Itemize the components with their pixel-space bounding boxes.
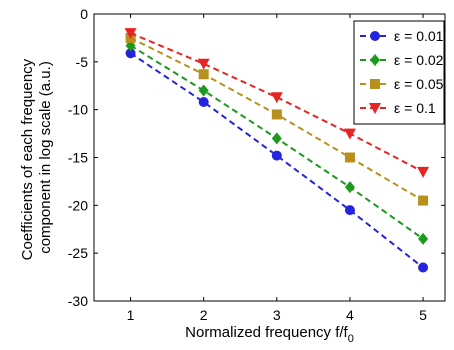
legend-label: ε = 0.02	[394, 52, 444, 68]
data-point	[343, 128, 356, 140]
legend-box	[353, 20, 445, 125]
x-tick-label: 3	[273, 307, 281, 323]
data-point	[271, 132, 282, 145]
legend-marker	[370, 79, 380, 89]
x-tick-label: 5	[419, 307, 427, 323]
data-point	[198, 69, 209, 80]
data-point	[417, 166, 430, 178]
legend-item: ε = 0.01	[360, 28, 444, 44]
legend-marker	[369, 103, 381, 114]
x-tick-label: 2	[200, 307, 208, 323]
ticks-layer: 1 2 3 4 5 0 -5 -10 -15 -20 -25 -30	[68, 6, 445, 323]
legend-item: ε = 0.02	[360, 52, 444, 68]
y-axis-label-line-1: Coefficients of each frequency	[19, 58, 36, 260]
legend-marker	[370, 31, 380, 41]
data-point	[344, 181, 355, 194]
x-axis-label: Normalized frequency f/f0	[185, 324, 354, 345]
x-axis-label-main: Normalized frequency f/f	[185, 324, 348, 341]
y-tick-label: -20	[68, 197, 88, 213]
legend-item: ε = 0.1	[360, 100, 436, 116]
y-tick-label: -25	[68, 245, 88, 261]
data-point	[125, 48, 136, 59]
legend-item: ε = 0.05	[360, 76, 444, 92]
y-tick-label: -5	[76, 54, 89, 70]
legend-label: ε = 0.05	[394, 76, 444, 92]
series-4	[124, 28, 430, 178]
series-1	[125, 48, 429, 273]
data-point	[344, 152, 355, 163]
legend: ε = 0.01 ε = 0.02 ε = 0.05 ε = 0.1	[353, 20, 445, 125]
series-layer	[124, 28, 430, 273]
legend-label: ε = 0.01	[394, 28, 444, 44]
data-point	[271, 150, 282, 161]
data-point	[198, 84, 209, 97]
y-axis-label: Coefficients of each frequency component…	[19, 55, 54, 261]
y-tick-label: -10	[68, 102, 88, 118]
series-line	[130, 32, 424, 173]
data-point	[418, 262, 429, 273]
data-point	[418, 195, 429, 206]
data-point	[271, 109, 282, 120]
legend-marker	[370, 54, 380, 66]
data-point	[197, 58, 210, 70]
y-axis-label-line-2: component in log scale (a.u.)	[37, 61, 54, 254]
legend-label: ε = 0.1	[394, 100, 436, 116]
y-tick-label: -15	[68, 150, 88, 166]
y-tick-label: -30	[68, 293, 88, 309]
data-point	[124, 28, 137, 40]
x-tick-label: 4	[346, 307, 354, 323]
data-point	[344, 205, 355, 216]
y-tick-label: 0	[80, 6, 88, 22]
x-axis-label-subscript: 0	[348, 333, 354, 345]
data-point	[418, 232, 429, 245]
data-point	[198, 97, 209, 108]
x-tick-label: 1	[127, 307, 135, 323]
series-line	[130, 52, 424, 269]
data-point	[270, 92, 283, 104]
